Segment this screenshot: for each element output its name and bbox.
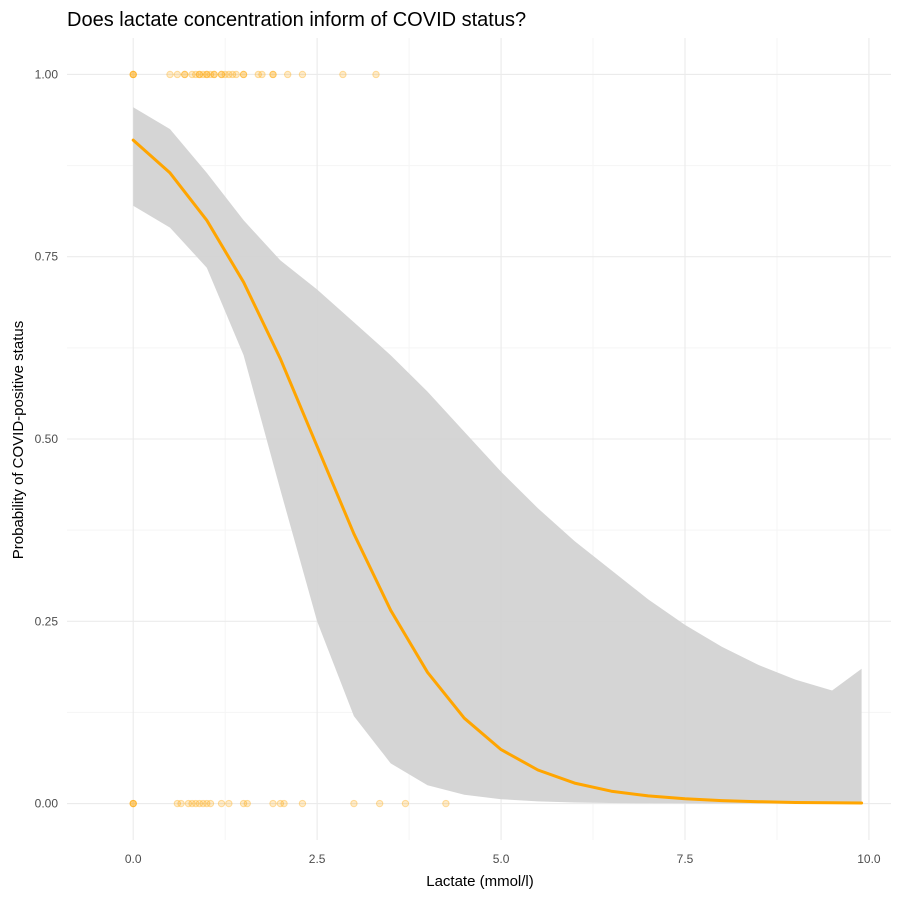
data-point	[206, 799, 215, 808]
data-point	[269, 70, 277, 79]
data-point	[203, 70, 211, 79]
data-point	[181, 70, 189, 79]
data-point	[232, 70, 240, 79]
data-point	[195, 70, 204, 79]
data-point	[210, 70, 218, 79]
data-point	[225, 799, 233, 808]
fit-line-layer	[131, 138, 864, 805]
data-point	[442, 799, 450, 808]
data-point	[258, 70, 266, 79]
data-point	[221, 70, 229, 79]
data-point	[188, 70, 196, 79]
data-point	[350, 799, 358, 808]
data-point	[239, 799, 248, 808]
data-point	[166, 70, 174, 79]
data-point	[129, 799, 137, 808]
y-tick-label: 0.50	[35, 432, 59, 446]
confidence-band	[133, 107, 862, 804]
data-point	[129, 799, 137, 808]
data-point	[181, 70, 189, 79]
data-point	[401, 799, 410, 808]
data-point	[199, 799, 207, 808]
data-point	[206, 70, 215, 79]
x-axis-ticks: 0.0 2.5 5.0 7.5 10.0	[125, 852, 881, 866]
data-point	[280, 799, 288, 808]
confidence-band-layer	[133, 107, 862, 804]
y-tick-label: 1.00	[35, 67, 59, 81]
data-point	[192, 70, 200, 79]
data-point	[177, 799, 185, 808]
data-point	[298, 799, 307, 808]
y-tick-label: 0.25	[35, 614, 59, 628]
x-axis-title: Lactate (mmol/l)	[426, 873, 534, 890]
x-tick-label: 7.5	[677, 852, 694, 866]
data-point	[239, 70, 248, 79]
data-point	[173, 70, 182, 79]
data-point	[269, 799, 277, 808]
data-point	[217, 799, 226, 808]
data-point	[284, 70, 292, 79]
fit-line	[131, 138, 864, 805]
data-point	[243, 799, 251, 808]
data-point	[129, 70, 137, 79]
data-point	[129, 799, 137, 808]
chart-title: Does lactate concentration inform of COV…	[67, 9, 526, 31]
data-point	[254, 70, 262, 79]
data-point	[372, 70, 380, 79]
y-tick-label: 0.00	[35, 797, 59, 811]
data-point	[217, 70, 226, 79]
x-tick-label: 10.0	[857, 852, 881, 866]
data-point	[225, 70, 233, 79]
data-point	[239, 70, 248, 79]
data-point	[210, 70, 218, 79]
x-tick-label: 2.5	[309, 852, 326, 866]
y-tick-label: 0.75	[35, 250, 59, 264]
data-point	[173, 799, 182, 808]
data-point	[375, 799, 384, 808]
y-axis-ticks: 0.00 0.25 0.50 0.75 1.00	[35, 67, 59, 810]
x-tick-label: 0.0	[125, 852, 142, 866]
data-point	[203, 70, 211, 79]
y-axis-title: Probability of COVID-positive status	[10, 321, 27, 559]
x-tick-label: 5.0	[493, 852, 510, 866]
data-point	[339, 70, 347, 79]
data-point	[199, 70, 207, 79]
data-point	[188, 799, 196, 808]
data-point	[228, 70, 237, 79]
data-point	[129, 70, 137, 79]
data-point	[129, 70, 137, 79]
data-point	[276, 799, 285, 808]
data-point	[195, 70, 204, 79]
data-point	[269, 70, 277, 79]
data-point	[217, 70, 226, 79]
data-point	[203, 799, 211, 808]
data-point	[192, 799, 200, 808]
points-layer	[129, 70, 450, 808]
data-point	[184, 799, 193, 808]
data-point	[298, 70, 307, 79]
data-point	[195, 799, 204, 808]
